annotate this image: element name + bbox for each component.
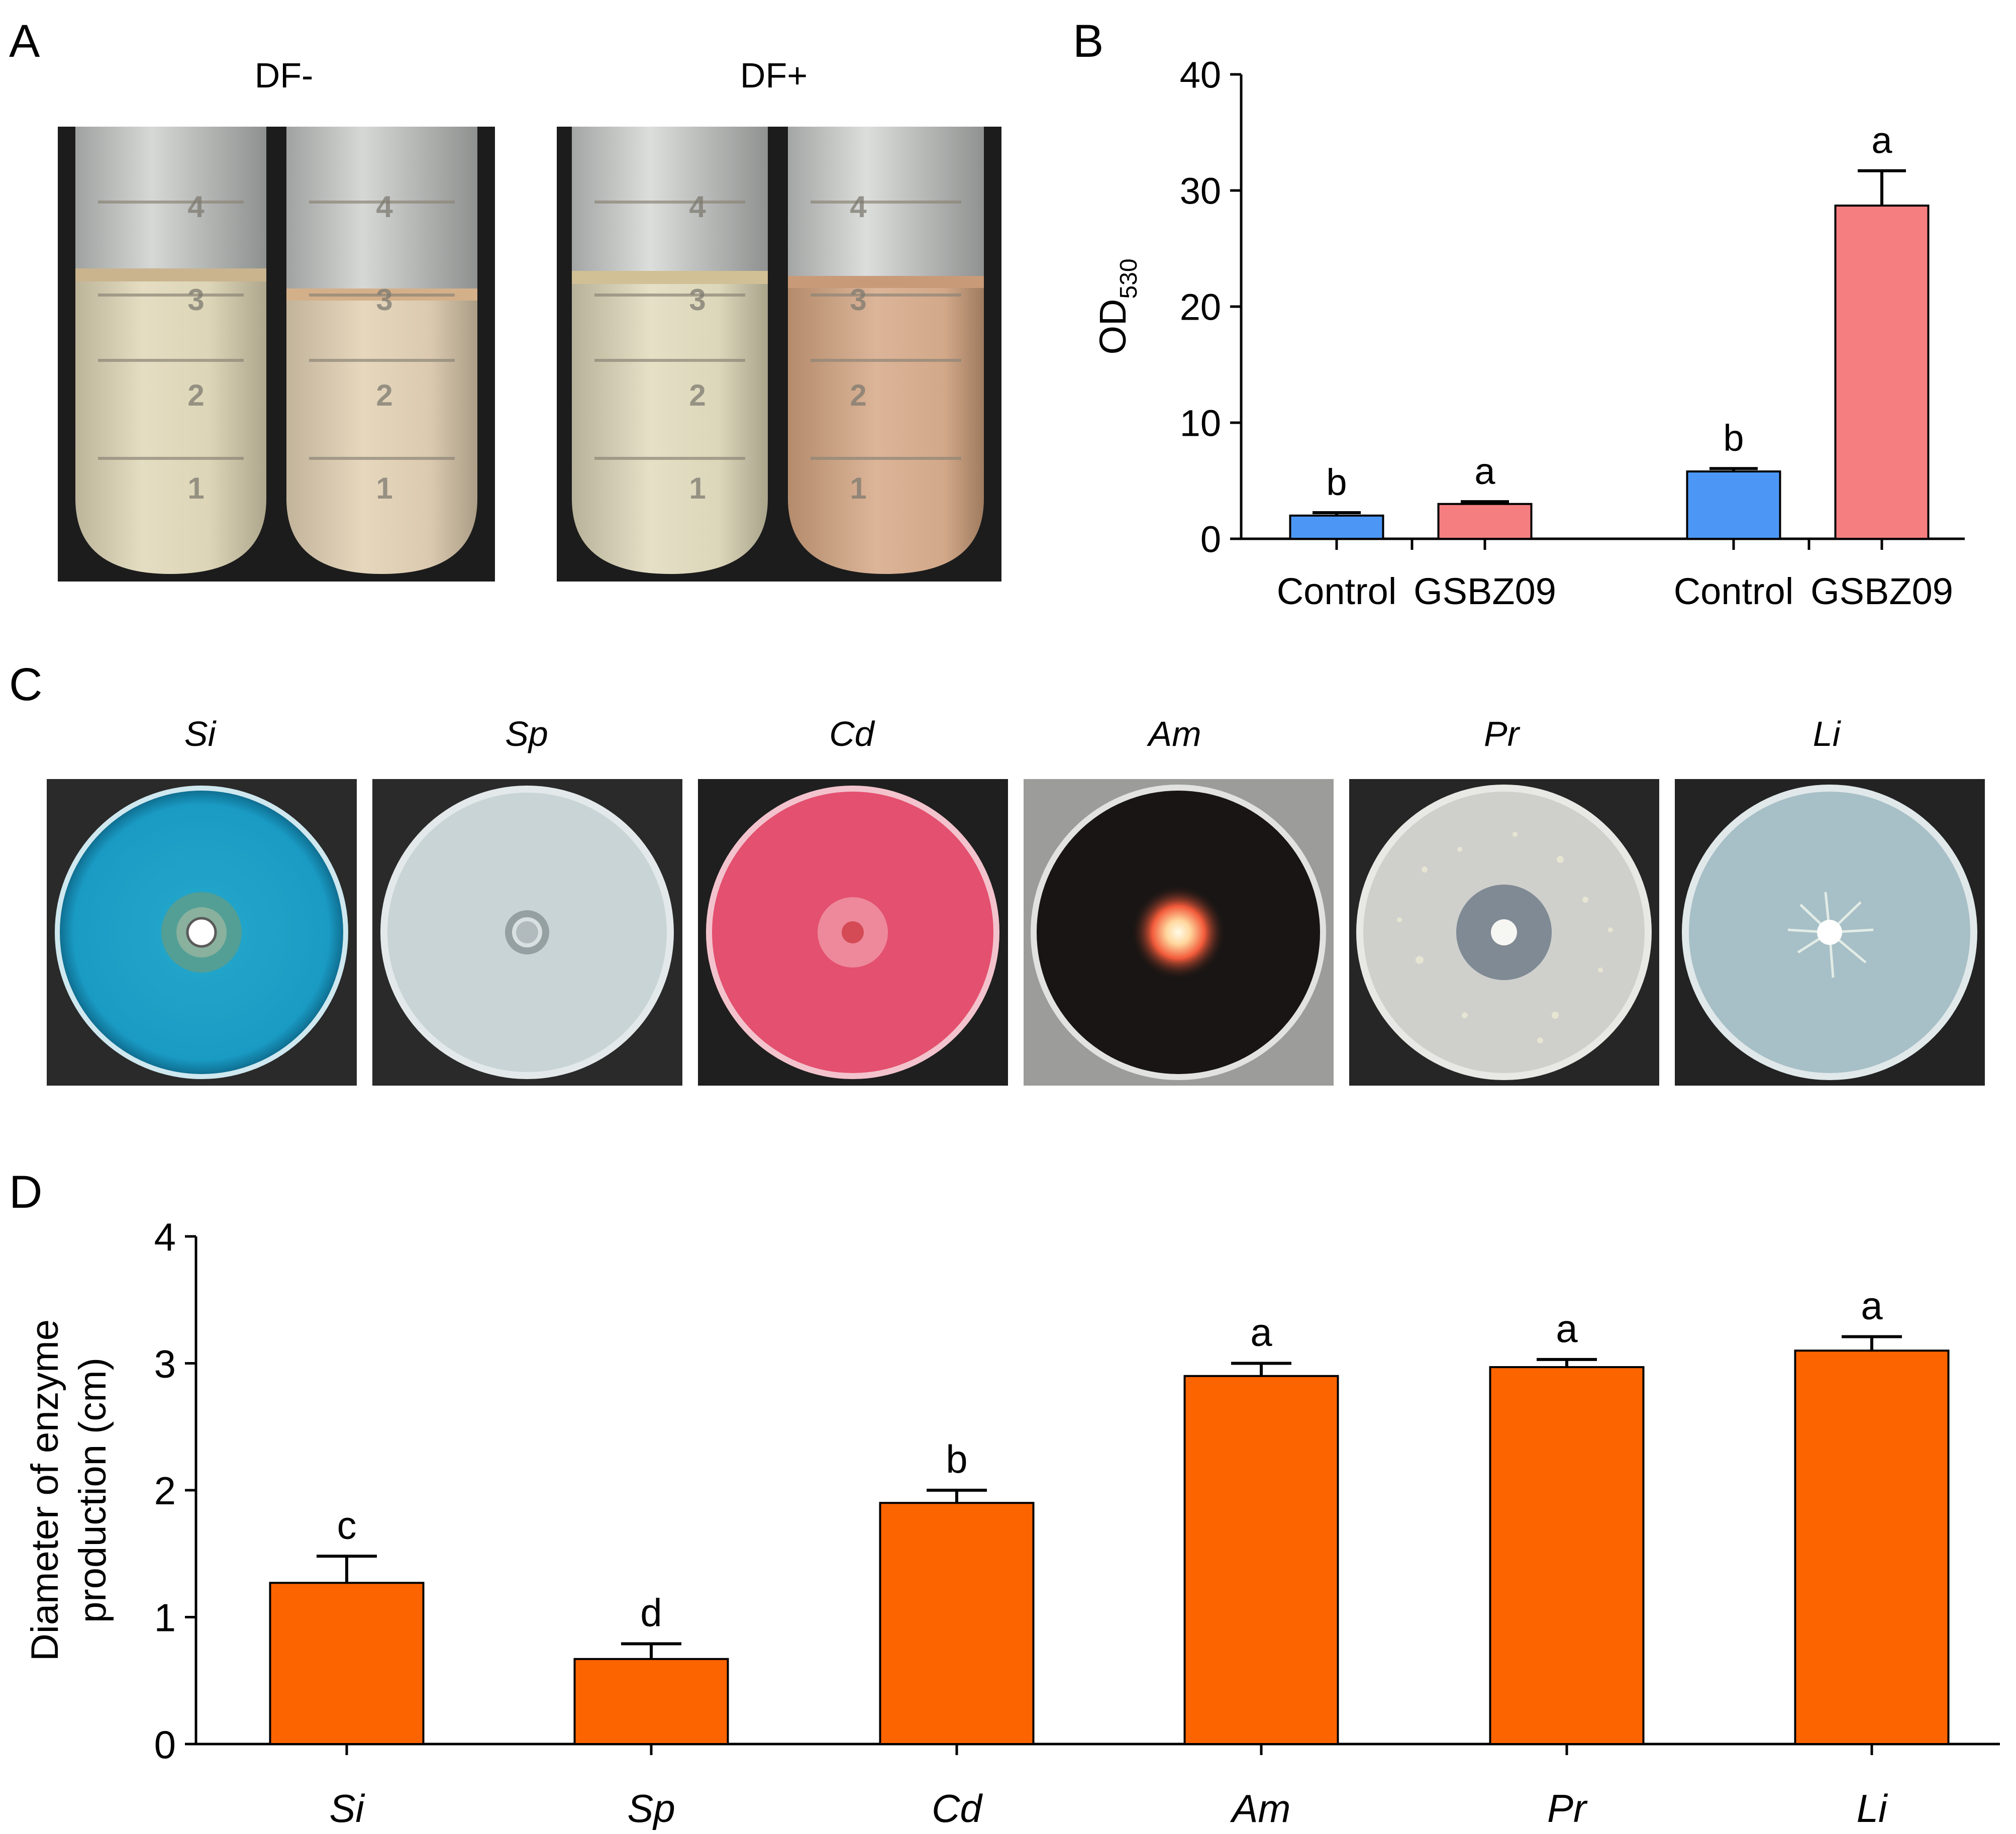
plate-label-pr: Pr: [1484, 714, 1519, 753]
x-tick-label: Sp: [627, 1786, 675, 1830]
bar: [1794, 1349, 1950, 1745]
tube-mark: 3: [689, 283, 705, 317]
tube-mark: 2: [850, 378, 866, 412]
plate-photo-pr: [1349, 779, 1659, 1086]
y-tick-label: 30: [1180, 170, 1221, 212]
tube-mark: 2: [187, 378, 204, 412]
tube-mark: 1: [187, 471, 204, 505]
y-axis-label: OD530: [1092, 258, 1142, 354]
x-tick-label: Si: [329, 1786, 365, 1830]
plate-photo-li: [1675, 779, 1985, 1086]
plate-photo-cd: [698, 779, 1008, 1086]
plate-label-cd: Cd: [829, 714, 874, 753]
x-tick-label: GSBZ09: [1414, 570, 1556, 612]
plate-label-li: Li: [1812, 714, 1841, 753]
y-axis-label-subscript: 530: [1116, 258, 1142, 299]
x-tick-label: Am: [1230, 1786, 1291, 1830]
x-tick-label: Cd: [932, 1786, 983, 1830]
panel-letter-b: B: [1073, 16, 1104, 67]
bar: [1289, 514, 1384, 540]
tube-mark: 4: [376, 190, 393, 224]
x-tick-label: Li: [1857, 1786, 1888, 1830]
y-tick-label: 20: [1180, 286, 1221, 328]
tube-mark: 4: [689, 190, 706, 224]
bar: [1834, 205, 1930, 540]
x-tick-label: Control: [1674, 570, 1794, 612]
significance-letter: a: [1250, 1310, 1272, 1355]
plate-photo-sp: [372, 779, 682, 1086]
tube-mark: 1: [376, 471, 392, 505]
significance-letter: b: [1326, 461, 1347, 503]
significance-letter: b: [946, 1437, 967, 1481]
y-axis-label-main: OD: [1092, 299, 1134, 355]
tube-1: [75, 127, 266, 574]
panel-letter-a: A: [9, 16, 40, 67]
significance-letter: a: [1474, 450, 1495, 492]
significance-letter: d: [640, 1591, 662, 1635]
tube-photo-df-minus: 4 3 2 1 4 3 2 1: [58, 127, 495, 582]
bar: [1183, 1375, 1339, 1745]
plate-photo-si: [47, 779, 357, 1086]
bar: [879, 1502, 1035, 1745]
y-tick-label: 3: [154, 1342, 176, 1386]
plate-label-am: Am: [1148, 714, 1201, 753]
plate-label-sp: Sp: [505, 714, 548, 753]
tube-photo-df-plus: 4 3 2 1 4 3 2 1: [557, 127, 1001, 582]
y-tick-label: 2: [154, 1469, 176, 1513]
tube-mark: 2: [689, 378, 705, 412]
x-tick-label: Pr: [1547, 1786, 1588, 1830]
tube-mark: 4: [187, 190, 205, 224]
y-tick-label: 4: [154, 1215, 176, 1259]
tube-mark: 2: [376, 378, 392, 412]
plate-photo-am: [1024, 779, 1334, 1086]
tube-mark: 1: [689, 471, 705, 505]
tube-label-df-plus: DF+: [740, 56, 808, 95]
tube-4: [788, 127, 984, 574]
tube-mark: 4: [850, 190, 867, 224]
y-tick-label: 40: [1180, 54, 1221, 96]
significance-letter: a: [1871, 120, 1892, 161]
bar: [269, 1582, 425, 1745]
panel-letter-d: D: [9, 1167, 43, 1218]
y-tick-label: 10: [1180, 403, 1221, 444]
plate-label-si: Si: [184, 714, 216, 753]
x-tick-label: GSBZ09: [1810, 570, 1953, 612]
chart-b-od530: 0 10 20 30 40 b Control a GSBZ09 b Control a GSBZ09 O…: [1092, 54, 1965, 612]
bar: [1437, 503, 1533, 540]
tube-3: [572, 127, 768, 574]
tube-mark: 1: [850, 471, 866, 505]
significance-letter: a: [1861, 1283, 1883, 1327]
y-tick-label: 0: [1200, 519, 1221, 560]
significance-letter: b: [1723, 417, 1744, 459]
significance-letter: a: [1556, 1306, 1578, 1350]
y-axis-label-line-2: production (cm): [71, 1358, 114, 1623]
significance-letter: c: [337, 1503, 357, 1547]
tube-mark: 3: [850, 283, 866, 317]
y-axis-label-line-1: Diameter of enzyme: [24, 1319, 66, 1661]
chart-d-diameter: 0 1 2 3 4 c Si d Sp b Cd a Am a Pr a Li Diameter of enzym…: [24, 1215, 2000, 1830]
x-tick-label: Control: [1277, 570, 1397, 612]
bar: [1489, 1366, 1645, 1745]
tube-mark: 3: [376, 283, 392, 317]
tube-mark: 3: [187, 283, 204, 317]
y-tick-label: 1: [154, 1596, 176, 1640]
tube-label-df-minus: DF-: [254, 56, 314, 95]
y-tick-label: 0: [154, 1722, 176, 1767]
panel-letter-c: C: [9, 659, 43, 710]
bar: [1686, 470, 1781, 540]
bar: [573, 1658, 729, 1746]
